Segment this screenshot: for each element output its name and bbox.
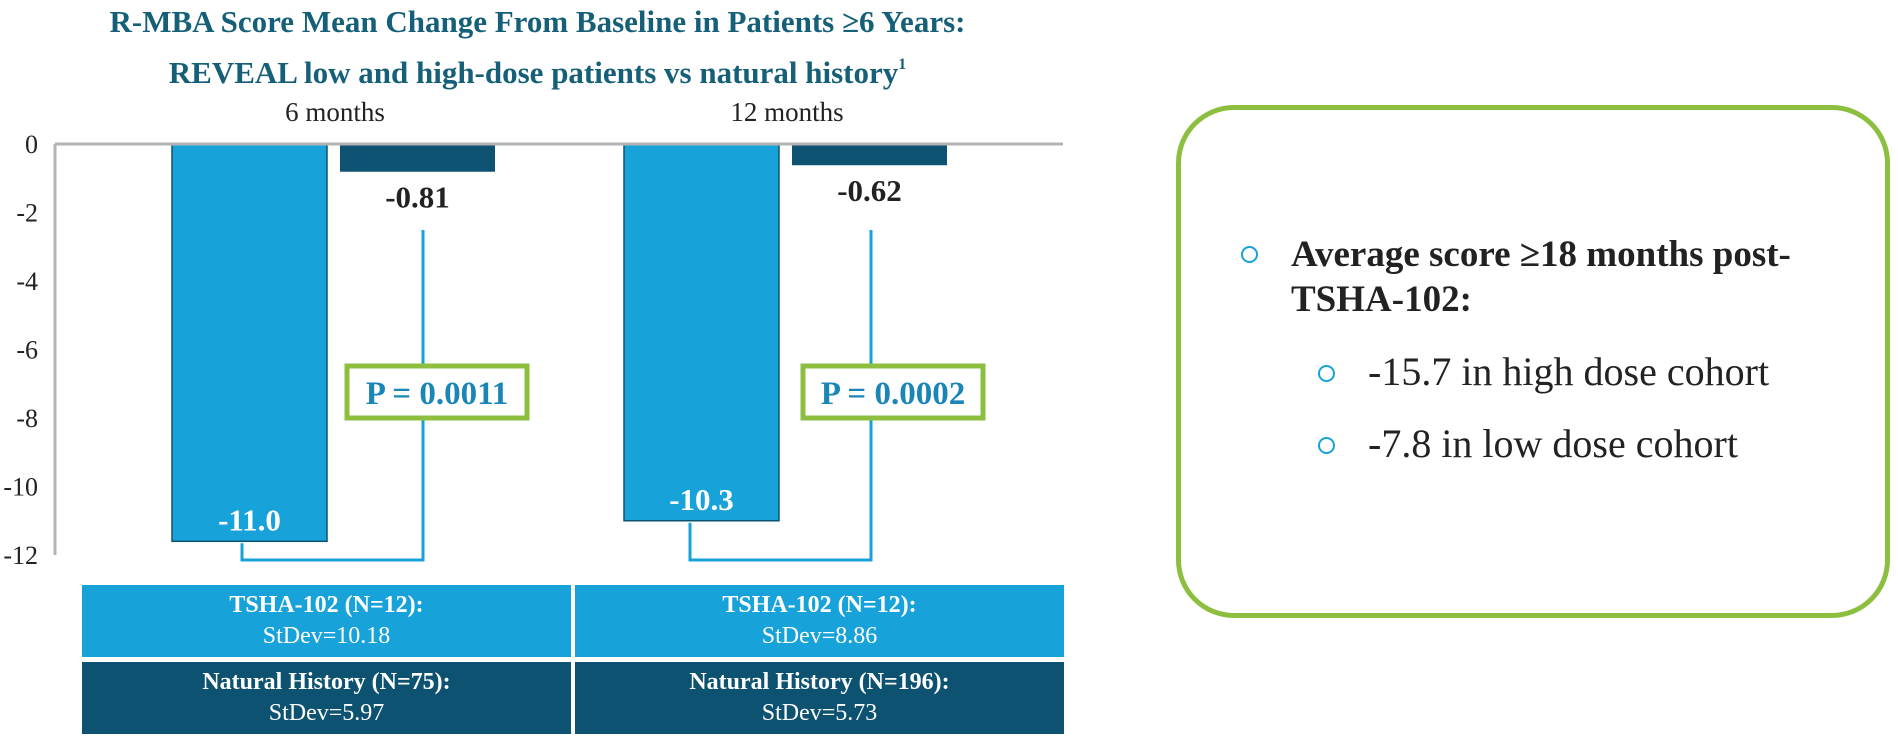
chart-title-line-2: REVEAL low and high-dose patients vs nat… bbox=[0, 43, 1075, 94]
y-tick-label: -12 bbox=[3, 541, 38, 570]
natural-history-bar-value-label: -0.62 bbox=[837, 173, 902, 208]
natural-history-bar-value-label: -0.81 bbox=[385, 180, 450, 215]
tsha-bar-value-label: -10.3 bbox=[669, 482, 734, 517]
summary-callout-box: Average score ≥18 months post-TSHA-102: … bbox=[1176, 105, 1890, 618]
chart-title: R-MBA Score Mean Change From Baseline in… bbox=[0, 0, 1075, 94]
natural-history-cell-12-months: Natural History (N=196): StDev=5.73 bbox=[575, 662, 1064, 734]
tsha-bar-value-label: -11.0 bbox=[218, 502, 281, 537]
natural-history-cell-stdev: StDev=5.97 bbox=[268, 700, 385, 726]
tsha-cell-label: TSHA-102 (N=12): bbox=[722, 592, 917, 618]
p-value-box bbox=[344, 363, 530, 421]
natural-history-cell-label: Natural History (N=75): bbox=[202, 669, 451, 695]
tsha-bar bbox=[171, 143, 328, 543]
tsha-bar bbox=[623, 143, 780, 522]
natural-history-cell-6-months: Natural History (N=75): StDev=5.97 bbox=[82, 662, 571, 734]
x-category-label: 12 months bbox=[730, 97, 843, 127]
y-tick-label: -10 bbox=[3, 473, 38, 502]
y-tick-label: 0 bbox=[25, 130, 38, 159]
callout-item-low-dose: -7.8 in low dose cohort bbox=[1318, 420, 1738, 468]
hollow-circle-bullet-icon bbox=[1241, 246, 1258, 263]
p-value-label: P = 0.0002 bbox=[821, 376, 965, 412]
callout-item-text: -15.7 in high dose cohort bbox=[1368, 349, 1770, 394]
natural-history-row: Natural History (N=75): StDev=5.97 Natur… bbox=[82, 662, 1064, 734]
hollow-circle-bullet-icon bbox=[1318, 437, 1335, 454]
natural-history-cell-label: Natural History (N=196): bbox=[689, 669, 950, 695]
y-tick-label: -2 bbox=[16, 199, 38, 228]
stats-table: TSHA-102 (N=12): StDev=10.18 TSHA-102 (N… bbox=[82, 585, 1064, 739]
callout-heading-bullet: Average score ≥18 months post-TSHA-102: bbox=[1241, 232, 1801, 322]
footnote-marker: 1 bbox=[898, 56, 907, 73]
natural-history-cell-stdev: StDev=5.73 bbox=[761, 700, 878, 726]
x-category-label: 6 months bbox=[285, 97, 385, 127]
tsha-cell-12-months: TSHA-102 (N=12): StDev=8.86 bbox=[575, 585, 1064, 657]
chart-title-line-2-text: REVEAL low and high-dose patients vs nat… bbox=[168, 55, 899, 90]
y-tick-label: -8 bbox=[16, 404, 38, 433]
p-value-label: P = 0.0011 bbox=[366, 376, 509, 412]
callout-heading: Average score ≥18 months post-TSHA-102: bbox=[1291, 234, 1791, 320]
p-value-box bbox=[800, 363, 986, 421]
y-tick-label: -4 bbox=[16, 267, 38, 296]
natural-history-bar bbox=[340, 144, 495, 172]
y-tick-label: -6 bbox=[16, 336, 38, 365]
chart-title-line-1: R-MBA Score Mean Change From Baseline in… bbox=[109, 4, 966, 39]
callout-item-high-dose: -15.7 in high dose cohort bbox=[1318, 348, 1769, 396]
hollow-circle-bullet-icon bbox=[1318, 365, 1335, 382]
callout-item-text: -7.8 in low dose cohort bbox=[1368, 421, 1738, 466]
tsha-row: TSHA-102 (N=12): StDev=10.18 TSHA-102 (N… bbox=[82, 585, 1064, 657]
tsha-cell-6-months: TSHA-102 (N=12): StDev=10.18 bbox=[82, 585, 571, 657]
tsha-cell-label: TSHA-102 (N=12): bbox=[229, 592, 424, 618]
bar-chart: 0 -2 -4 -6 -8 -10 -12 6 months 12 months -11.0 -0.… bbox=[3, 97, 1063, 570]
natural-history-bar bbox=[792, 144, 947, 166]
tsha-cell-stdev: StDev=8.86 bbox=[761, 623, 878, 649]
tsha-cell-stdev: StDev=10.18 bbox=[262, 623, 391, 649]
